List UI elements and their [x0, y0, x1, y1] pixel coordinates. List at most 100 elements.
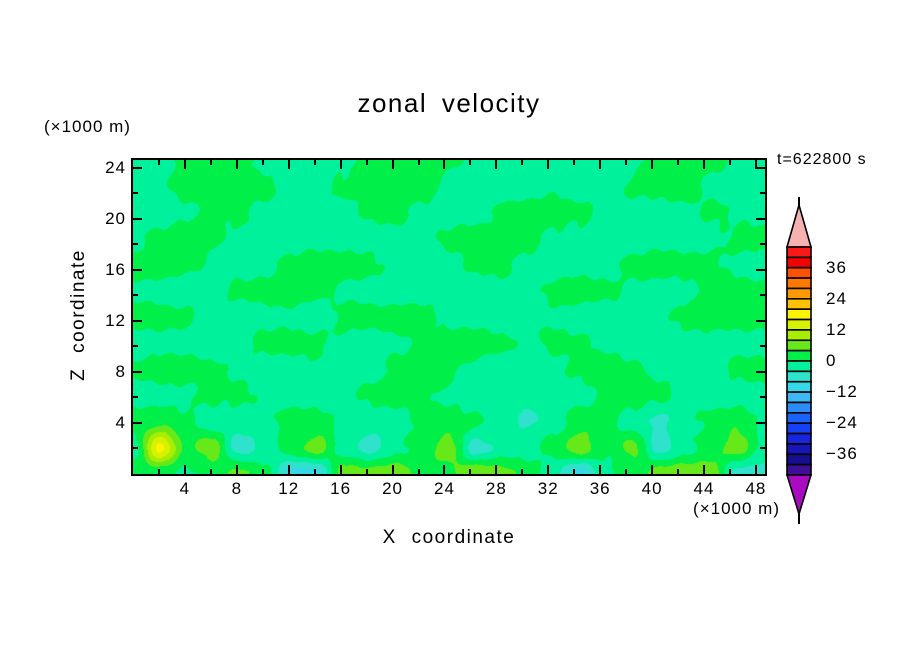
x-tick-minor [417, 469, 420, 474]
colorbar-box [786, 412, 812, 424]
z-tick-minor [760, 192, 765, 195]
colorbar-box [786, 463, 812, 476]
x-tick-minor [209, 469, 212, 474]
colorbar-box [786, 266, 812, 279]
z-tick-label: 12 [105, 310, 126, 330]
x-tick-minor [417, 160, 420, 165]
colorbar-box [786, 443, 812, 456]
colorbar-box [786, 287, 812, 300]
x-tick-minor [573, 160, 576, 165]
z-tick-major [133, 166, 142, 169]
z-tick-minor [760, 447, 765, 450]
x-tick-label: 12 [278, 479, 300, 498]
x-tick-minor [209, 160, 212, 165]
colorbar-box [786, 380, 812, 393]
x-tick-label: 16 [330, 479, 352, 498]
colorbar-tick-label: 36 [826, 257, 847, 277]
x-tick-label: 40 [641, 479, 663, 498]
x-tick-minor [625, 469, 628, 474]
x-tick-major [703, 465, 705, 474]
x-tick-label: 28 [485, 479, 507, 498]
colorbar-box [786, 318, 812, 331]
x-tick-major [495, 465, 498, 474]
z-tick-major [756, 217, 765, 220]
x-tick-minor [469, 469, 472, 474]
z-tick-major [756, 166, 765, 169]
x-tick-label: 48 [745, 479, 767, 498]
x-tick-minor [469, 160, 472, 165]
x-tick-minor [261, 160, 264, 165]
x-tick-major [599, 160, 602, 169]
x-tick-minor [365, 469, 368, 474]
z-tick-major [133, 370, 142, 373]
colorbar-box [786, 256, 812, 269]
z-axis-units-label: (×1000 m) [44, 117, 131, 136]
x-tick-major [183, 465, 186, 474]
x-tick-minor [261, 469, 264, 474]
x-tick-minor [521, 469, 524, 474]
x-tick-major [754, 465, 757, 474]
x-tick-label: 4 [179, 479, 191, 498]
colorbar-box [786, 401, 812, 414]
colorbar-box [786, 246, 812, 259]
z-tick-major [756, 319, 765, 322]
x-tick-minor [677, 469, 680, 474]
z-tick-major [133, 217, 142, 220]
x-tick-label: 44 [693, 479, 715, 498]
x-tick-minor [573, 469, 576, 474]
x-tick-minor [728, 469, 731, 474]
x-tick-major [235, 465, 238, 474]
z-tick-label: 20 [105, 208, 126, 228]
x-tick-major [443, 465, 446, 474]
z-tick-minor [133, 396, 138, 399]
z-tick-minor [133, 192, 138, 195]
x-tick-major [339, 160, 342, 169]
colorbar-box [786, 370, 812, 383]
colorbar [785, 197, 813, 524]
x-tick-major [703, 160, 705, 169]
colorbar-box [786, 453, 812, 466]
x-tick-minor [677, 160, 680, 165]
z-tick-label: 4 [115, 412, 126, 432]
colorbar-tick-label: 12 [826, 319, 847, 339]
x-tick-label: 24 [433, 479, 455, 498]
x-tick-major [651, 465, 654, 474]
z-tick-minor [760, 396, 765, 399]
z-tick-minor [133, 345, 138, 348]
z-tick-minor [133, 447, 138, 450]
colorbar-tick-label: −36 [826, 444, 858, 464]
colorbar-box [786, 329, 812, 342]
chart-title: zonal velocity [357, 88, 541, 118]
colorbar-box [786, 277, 812, 290]
x-axis-title: X coordinate [382, 527, 516, 548]
z-tick-major [133, 268, 142, 271]
x-tick-major [443, 160, 446, 169]
x-tick-major [287, 465, 290, 474]
x-tick-minor [313, 160, 316, 165]
x-tick-major [547, 465, 550, 474]
x-tick-major [339, 465, 342, 474]
colorbar-over-arrow [785, 202, 813, 248]
x-tick-label: 8 [231, 479, 243, 498]
z-tick-major [133, 421, 142, 424]
x-tick-major [391, 465, 394, 474]
x-tick-major [391, 160, 394, 169]
x-tick-minor [728, 160, 731, 165]
colorbar-box [786, 339, 812, 352]
colorbar-box [786, 391, 812, 404]
x-tick-minor [157, 160, 160, 165]
x-tick-major [599, 465, 602, 474]
z-tick-label: 8 [115, 361, 126, 381]
x-tick-major [547, 160, 550, 169]
z-tick-major [756, 268, 765, 271]
colorbar-tick-label: 24 [826, 288, 847, 308]
colorbar-box [786, 432, 812, 445]
x-axis-units-label: (×1000 m) [693, 499, 780, 518]
contour-field-canvas [133, 160, 765, 474]
x-tick-minor [365, 160, 368, 165]
z-tick-minor [760, 294, 765, 297]
colorbar-box [786, 422, 812, 435]
colorbar-tick-label: −12 [826, 382, 858, 402]
z-tick-major [756, 370, 765, 373]
